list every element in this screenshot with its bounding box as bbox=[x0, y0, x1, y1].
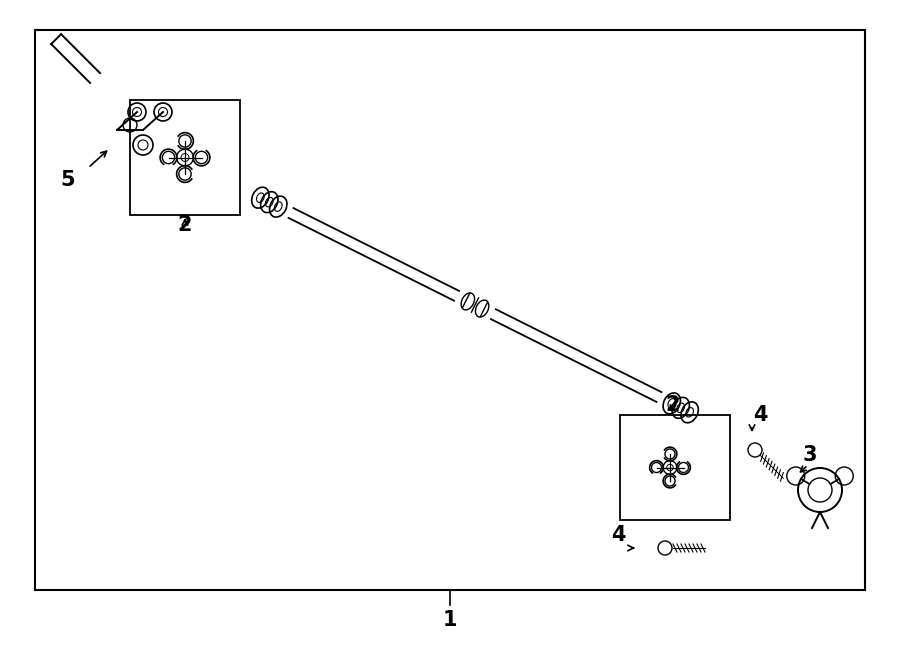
Text: 3: 3 bbox=[803, 445, 817, 465]
Bar bbox=[35, 30, 865, 590]
Bar bbox=[130, 100, 240, 215]
Text: 2: 2 bbox=[178, 215, 193, 235]
Text: 5: 5 bbox=[60, 170, 76, 190]
Text: 1: 1 bbox=[443, 610, 457, 630]
Text: 2: 2 bbox=[666, 395, 680, 415]
Bar bbox=[620, 415, 730, 520]
Text: 4: 4 bbox=[752, 405, 767, 425]
Text: 4: 4 bbox=[611, 525, 625, 545]
